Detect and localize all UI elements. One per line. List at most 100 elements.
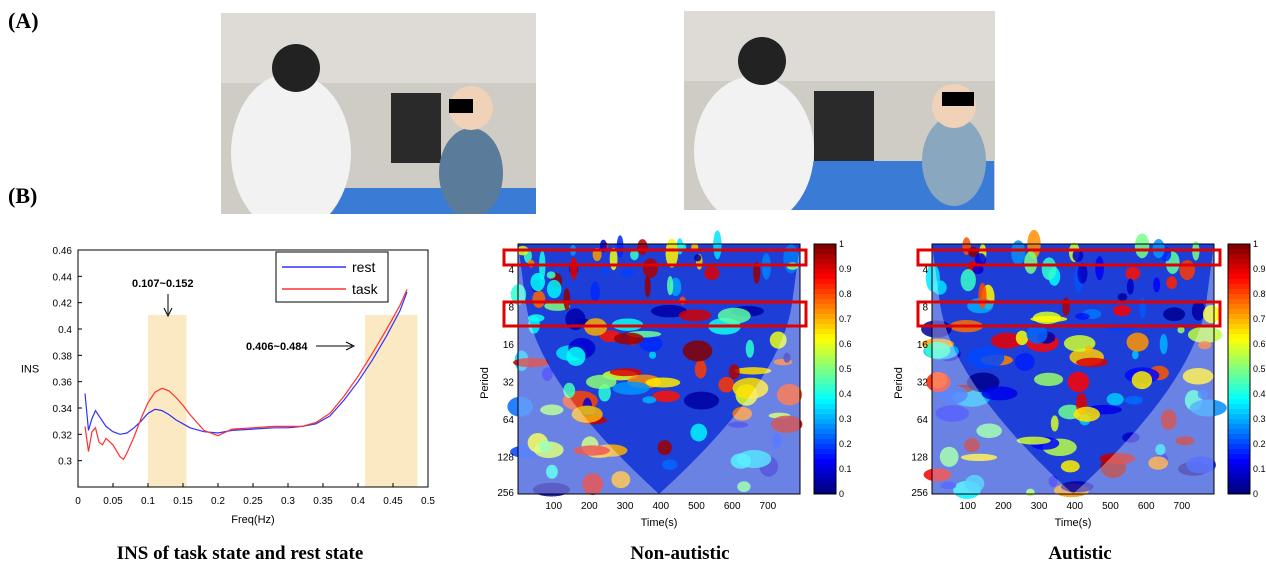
non-autistic-y-axis-label: Period [479,367,491,399]
autistic-coherence-blob [1067,371,1090,392]
non-autistic-coherence-blob [682,340,713,362]
non-autistic-colorbar-segment [814,479,836,485]
autistic-coherence-blob [964,438,980,453]
non-autistic-colorbar-segment [814,339,836,345]
non-autistic-cone-left [518,244,659,494]
autistic-x-tick-label: 400 [1066,501,1083,512]
series-line-task [84,289,408,461]
non-autistic-y-tick-label: 8 [508,303,514,314]
non-autistic-y-tick-label: 4 [508,265,514,276]
x-tick-label: 0.5 [421,496,435,507]
autistic-colorbar-tick-label: 0.9 [1253,264,1266,274]
non-autistic-colorbar-segment [814,309,836,315]
annotation-label-low-band: 0.107~0.152 [132,278,193,290]
non-autistic-colorbar-tick-label: 0.6 [839,339,852,349]
y-tick-label: 0.3 [58,457,72,468]
non-autistic-colorbar-segment [814,414,836,420]
autistic-plot-frame [931,243,1215,495]
non-autistic-coherence-blob [728,364,740,380]
autistic-colorbar-segment [1228,474,1250,480]
highlight-band-1 [365,315,418,487]
non-autistic-coherence-blob [546,464,558,479]
non-autistic-coherence-blob [704,266,720,281]
non-autistic-coherence-blob [512,357,549,368]
non-autistic-colorbar-segment [814,399,836,405]
non-autistic-colorbar-tick-label: 0.2 [839,439,852,449]
non-autistic-x-tick-label: 100 [545,501,562,512]
y-tick-label: 0.4 [58,325,72,336]
non-autistic-coherence-blob [713,230,722,260]
autistic-y-tick-label: 4 [922,265,928,276]
autistic-colorbar-segment [1228,314,1250,320]
non-autistic-coherence-blob [573,445,610,456]
autistic-coherence-blob [1106,393,1124,406]
autistic-colorbar-segment [1228,349,1250,355]
autistic-colorbar-segment [1228,439,1250,445]
non-autistic-colorbar-segment [814,319,836,325]
autistic-coherence-blob [978,282,987,309]
autistic-y-tick-label: 64 [917,415,929,426]
autistic-coherence-blob [972,264,984,275]
x-tick-label: 0.05 [103,496,123,507]
non-autistic-coherence-blob [783,352,791,363]
y-axis-label: INS [21,364,39,376]
autistic-coherence-blob [1095,256,1104,281]
autistic-coherence-blob [1186,456,1217,474]
non-autistic-coherence-blob [546,279,562,299]
non-autistic-colorbar-segment [814,389,836,395]
non-autistic-x-tick-label: 200 [581,501,598,512]
autistic-coherence-blob [967,346,1005,369]
non-autistic-colorbar-segment [814,384,836,390]
autistic-colorbar-segment [1228,379,1250,385]
non-autistic-colorbar-tick-label: 0.9 [839,264,852,274]
autistic-coherence-blob [974,253,987,266]
non-autistic-coherence-blob [642,396,657,404]
autistic-coherence-blob [1026,324,1048,344]
non-autistic-coherence-blob [586,374,617,389]
autistic-coherence-blob [960,268,976,292]
non-autistic-coherence-blob [530,273,545,292]
non-autistic-colorbar-frame [813,243,837,495]
legend-box [275,251,389,303]
autistic-coherence-blob [976,423,1002,439]
non-autistic-colorbar-segment [814,404,836,410]
autistic-colorbar-segment [1228,399,1250,405]
non-autistic-coherence-blob [563,382,576,399]
x-tick-label: 0.1 [141,496,155,507]
non-autistic-coherence-blob [737,481,751,493]
non-autistic-coherence-blob [694,254,702,262]
non-autistic-y-tick-label: 64 [503,415,515,426]
autistic-coherence-blob [1189,399,1227,417]
non-autistic-colorbar-tick-label: 1 [839,239,844,249]
non-autistic-coherence-blob [611,471,631,489]
autistic-x-axis-label: Time(s) [1055,517,1092,529]
non-autistic-coherence-blob [569,257,578,280]
autistic-colorbar-frame [1227,243,1251,495]
non-autistic-coherence-blob [616,235,624,258]
non-autistic-colorbar-segment [814,469,836,475]
annotation-arrowhead-low-band [163,307,173,318]
autistic-colorbar-segment [1228,319,1250,325]
legend-label-task: task [352,281,379,297]
non-autistic-colorbar-segment [814,314,836,320]
autistic-coherence-blob [1153,277,1161,293]
autistic-colorbar-segment [1228,374,1250,380]
non-autistic-colorbar-segment [814,279,836,285]
autistic-coherence-blob [1177,326,1185,334]
non-autistic-colorbar-segment [814,434,836,440]
autistic-colorbar-segment [1228,479,1250,485]
autistic-coherence-blob [1175,436,1195,446]
wavelet-coherence-non-autistic: 4 8 16 32 64 128 256 100 200 300 400 500 600 700 Time(… [479,230,852,529]
autistic-cone-right [1073,244,1214,494]
x-tick-label: 0.4 [351,496,365,507]
non-autistic-coherence-blob [770,415,803,433]
panel-label-a: (A) [8,8,39,33]
non-autistic-coherence-blob [734,367,772,375]
y-tick-label: 0.44 [53,272,73,283]
non-autistic-coherence-blob [540,404,564,416]
non-autistic-colorbar-tick-label: 0.5 [839,364,852,374]
autistic-colorbar-tick-label: 0 [1253,489,1258,499]
autistic-coherence-blob [925,264,940,292]
autistic-coherence-blob [1131,350,1139,360]
non-autistic-colorbar-segment [814,334,836,340]
